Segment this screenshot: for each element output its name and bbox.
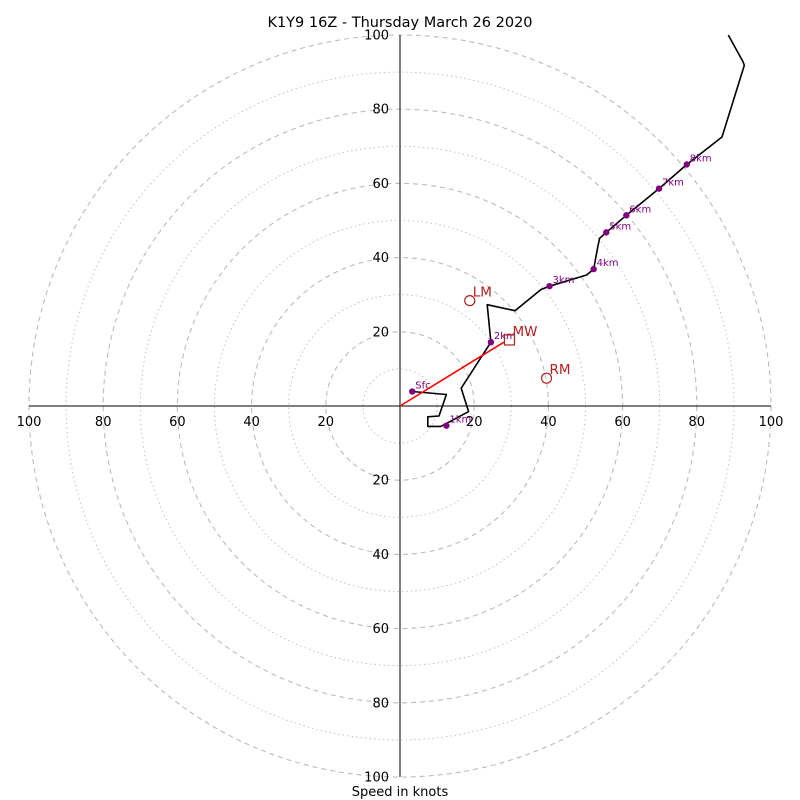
tick-labels: 100 80 60 40 20 20 40 60 80 100 100 80 60 40 20 20 40 60 8… xyxy=(17,29,784,786)
y-tick-label: 100 xyxy=(364,771,389,786)
y-tick-label: 80 xyxy=(372,696,389,711)
storm-motion-lm xyxy=(464,295,476,307)
y-tick-label: 20 xyxy=(372,325,389,340)
chart-title: K1Y9 16Z - Thursday March 26 2020 xyxy=(267,15,532,31)
y-tick-label: 40 xyxy=(372,251,389,266)
y-tick-label: 100 xyxy=(364,29,389,44)
y-tick-label: 60 xyxy=(372,177,389,192)
storm-motion-rm xyxy=(540,372,553,384)
y-tick-label: 20 xyxy=(372,474,389,489)
x-tick-label: 80 xyxy=(689,415,706,430)
x-tick-label: 60 xyxy=(614,415,631,430)
y-tick-label: 40 xyxy=(372,548,389,563)
x-tick-label: 100 xyxy=(759,415,784,430)
x-tick-label: 20 xyxy=(466,415,483,430)
height-label-6km: 6km xyxy=(629,204,651,215)
x-tick-label: 100 xyxy=(17,415,42,430)
height-marker-sfc xyxy=(409,388,416,395)
x-tick-label: 80 xyxy=(95,415,112,430)
height-marker-4km xyxy=(590,265,597,273)
x-tick-label: 60 xyxy=(169,415,186,430)
height-label-8km: 8km xyxy=(690,153,712,164)
height-label-4km: 4km xyxy=(597,258,619,269)
height-marker-2km xyxy=(487,338,495,346)
x-tick-label: 40 xyxy=(540,415,557,430)
height-marker-8km xyxy=(683,161,690,168)
height-label-1km: 1km xyxy=(449,415,471,426)
height-label-5km: 5km xyxy=(609,221,631,232)
height-label-sfc: Sfc xyxy=(415,381,430,392)
height-marker-1km xyxy=(443,422,450,429)
mean-wind-vector-group xyxy=(399,341,505,407)
y-tick-label: 80 xyxy=(372,103,389,118)
height-label-3km: 3km xyxy=(553,275,575,286)
storm-motions: LM MW RM xyxy=(464,285,571,384)
x-tick-label: 40 xyxy=(243,415,260,430)
storm-motion-label-mw: MW xyxy=(512,324,537,340)
storm-motion-label-rm: RM xyxy=(550,362,571,378)
height-marker-3km xyxy=(546,282,553,290)
height-marker-6km xyxy=(623,212,630,219)
height-marker-5km xyxy=(603,229,610,236)
x-tick-label: 20 xyxy=(318,415,335,430)
mean-wind-vector xyxy=(399,341,505,407)
storm-motion-mw xyxy=(503,334,516,346)
x-axis-label: Speed in knots xyxy=(352,785,449,800)
height-marker-7km xyxy=(655,185,663,192)
storm-motion-label-lm: LM xyxy=(473,285,492,301)
height-label-7km: 7km xyxy=(662,178,684,189)
y-tick-label: 60 xyxy=(372,622,389,637)
